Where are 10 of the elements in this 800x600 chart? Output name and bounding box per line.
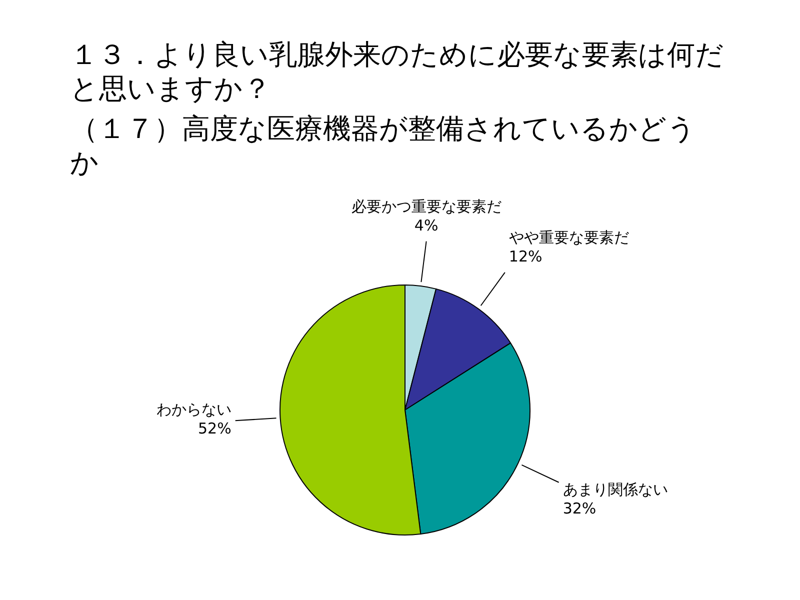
slice-label: やや重要な要素だ [508, 228, 629, 246]
data-label: 52% [198, 420, 232, 438]
data-label: 4% [414, 216, 438, 234]
slice-label: あまり関係ない [562, 480, 668, 498]
slice-label: 必要かつ重要な要素だ [351, 197, 502, 216]
data-label: 32% [562, 499, 596, 518]
chart-title: １３．より良い乳腺外来のために必要な要素は何だと思いますか？ [70, 38, 725, 106]
slice-label: わからない [156, 400, 232, 419]
chart-subtitle: （１７）高度な医療機器が整備されているかどうか [70, 112, 697, 180]
data-label: 12% [508, 247, 542, 266]
